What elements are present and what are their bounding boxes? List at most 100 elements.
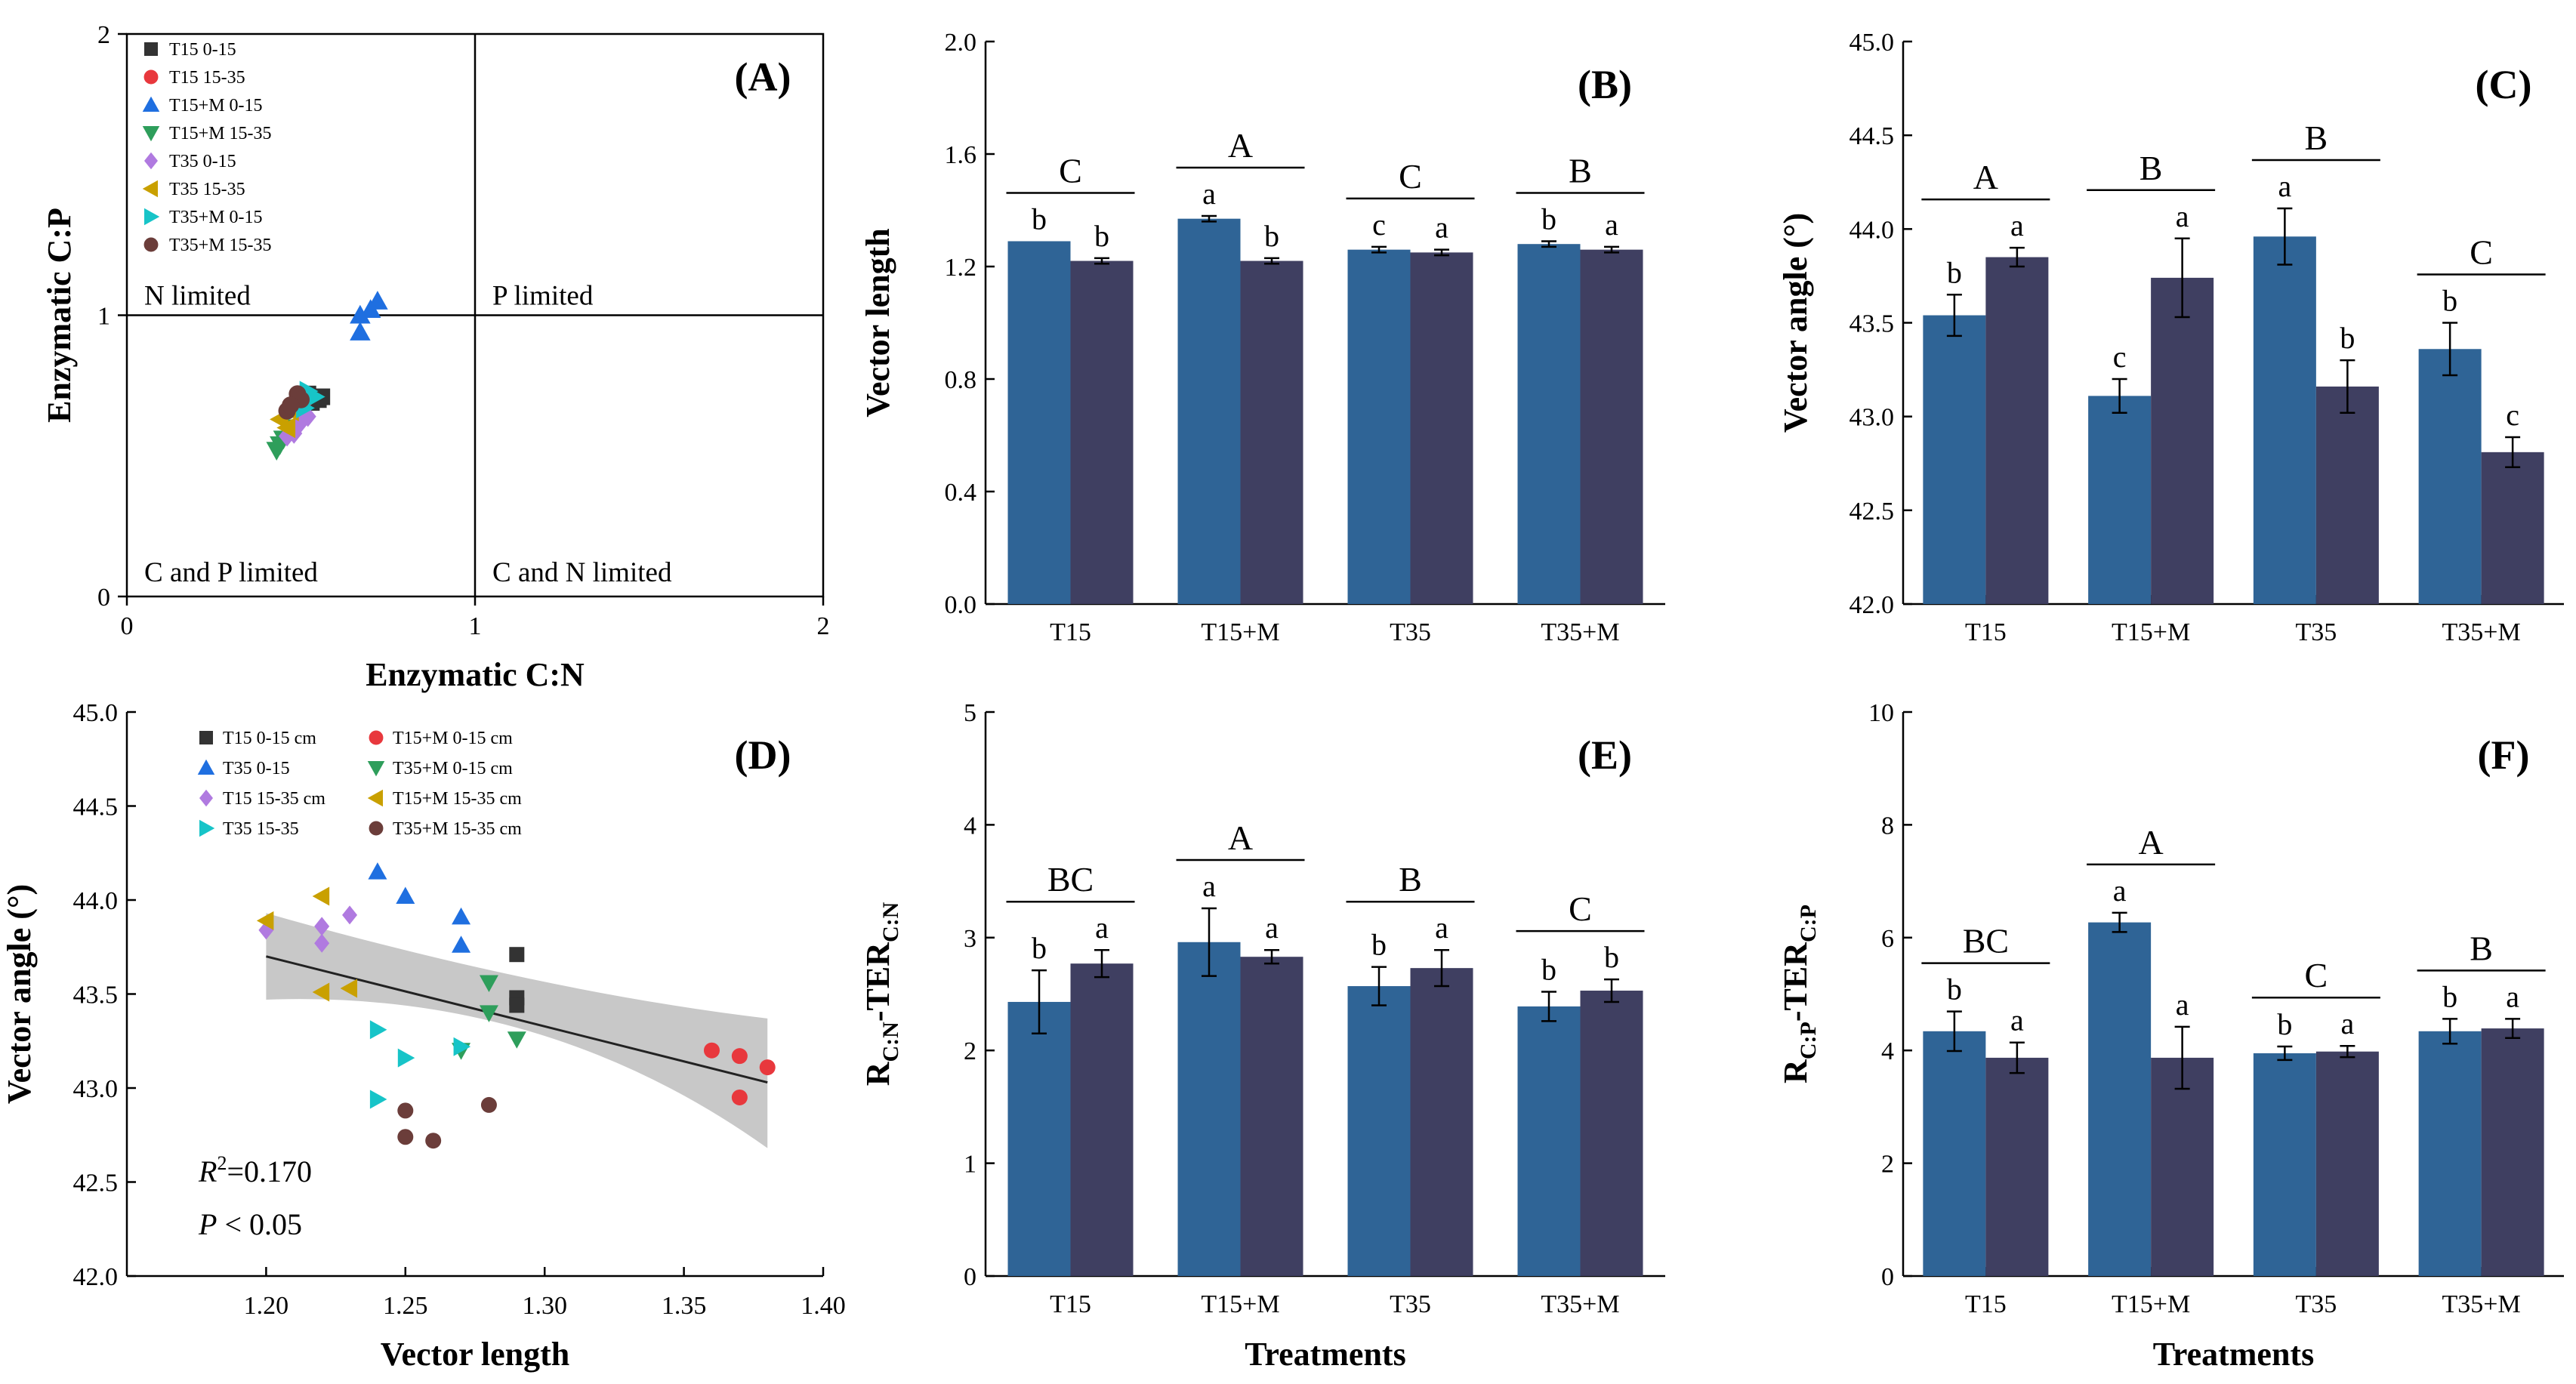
legend-marker <box>199 789 213 807</box>
significance-letter: a <box>2010 1003 2024 1037</box>
group-letter: B <box>1399 860 1422 899</box>
significance-letter: b <box>1032 202 1047 236</box>
region-label-p-limited: P limited <box>492 281 594 312</box>
data-point <box>350 322 371 341</box>
bar-15-35 <box>1070 260 1134 604</box>
y-tick-label: 43.5 <box>73 982 119 1009</box>
bar-0-15 <box>2253 1053 2316 1276</box>
panel-label: (F) <box>2478 732 2530 778</box>
p-value: < 0.05 <box>217 1207 302 1241</box>
data-point <box>452 907 471 925</box>
data-point <box>479 975 498 993</box>
y-axis-title: Vector angle (°) <box>1777 213 1814 433</box>
legend-marker <box>369 821 384 836</box>
legend-label: T35+M 0-15 <box>169 208 263 227</box>
group-letter: A <box>1228 818 1253 857</box>
bar-15-35 <box>2151 277 2214 604</box>
bar-15-35 <box>1985 1057 2049 1276</box>
significance-letter: b <box>1541 953 1556 987</box>
region-label-n-limited: N limited <box>144 281 251 312</box>
group-letter: C <box>2305 956 2328 994</box>
group-letter: C <box>1399 157 1422 196</box>
x-tick-label: T35 <box>1390 618 1431 646</box>
significance-letter: b <box>2277 1007 2292 1041</box>
legend-marker <box>367 761 385 777</box>
group-letter: A <box>2139 823 2164 862</box>
bar-0-15 <box>2253 236 2316 604</box>
y-tick-label: 1.2 <box>945 254 977 282</box>
bar-0-15 <box>1177 942 1241 1276</box>
bar-0-15 <box>1517 1006 1581 1276</box>
data-point <box>314 933 330 953</box>
x-tick-label: T15 <box>1965 618 2007 646</box>
group-letter: BC <box>1047 860 1094 899</box>
bar-0-15 <box>1517 244 1581 604</box>
data-point <box>453 1037 471 1056</box>
legend-marker <box>144 208 160 226</box>
y-tick-label: 6 <box>1881 925 1894 953</box>
bar-15-35 <box>1580 991 1643 1276</box>
panel-d: 1.20 1.25 1.30 1.35 1.40 42.0 42.5 43.0 43.5 44.0… <box>1 699 846 1373</box>
y-tick-label: 4 <box>1881 1037 1894 1065</box>
significance-letter: a <box>2010 208 2024 242</box>
data-point <box>759 1059 776 1076</box>
y-tick-label: 45.0 <box>73 699 119 727</box>
panel-label: (C) <box>2476 62 2532 107</box>
data-point <box>314 917 330 936</box>
legend-marker <box>369 730 384 745</box>
significance-letter: a <box>1605 208 1618 242</box>
group-letter: B <box>2139 149 2163 187</box>
data-point <box>340 979 358 998</box>
x-axis-title: Treatments <box>1245 1336 1405 1373</box>
y-tick-label: 0.8 <box>945 366 977 394</box>
y-axis-title: RC:N-TERC:N <box>859 902 903 1086</box>
legend-label: T15 15-35 <box>169 68 245 88</box>
data-point <box>312 886 330 906</box>
legend-label: T15 0-15 <box>169 40 236 60</box>
group-letter: BC <box>1963 922 2009 960</box>
x-tick-label: 0 <box>121 612 134 640</box>
data-point <box>731 1048 748 1065</box>
bar-0-15 <box>2088 922 2152 1276</box>
significance-letter: a <box>2340 1006 2354 1040</box>
data-point <box>367 291 388 310</box>
bar-15-35 <box>1240 260 1303 604</box>
x-tick-label: T35 <box>1390 1290 1431 1318</box>
x-tick-label: 1 <box>469 612 482 640</box>
x-tick-label: T15+M <box>2112 618 2190 646</box>
legend-label: T15+M 0-15 <box>169 96 263 116</box>
y-tick-label: 1 <box>964 1151 976 1179</box>
y-tick-label: 2 <box>964 1037 976 1065</box>
y-tick-label: 0 <box>1881 1263 1894 1291</box>
legend-marker <box>142 180 158 198</box>
legend-label: T35 0-15 <box>169 152 236 171</box>
y-axis-title: Enzymatic C:P <box>41 208 78 423</box>
legend-marker <box>142 126 160 142</box>
data-point <box>509 997 525 1013</box>
significance-letter: a <box>2176 199 2189 233</box>
significance-letter: b <box>1094 219 1109 253</box>
region-label-c-and-n-limited: C and N limited <box>492 557 672 588</box>
y-axis-title: Vector angle (°) <box>1 884 38 1104</box>
r2-value: =0.170 <box>227 1154 312 1188</box>
data-point <box>509 947 525 963</box>
y-tick-label: 42.5 <box>73 1170 119 1198</box>
y-tick-label: 44.0 <box>1849 216 1895 244</box>
bar-0-15 <box>2088 396 2152 604</box>
group-letter: B <box>2305 119 2328 157</box>
significance-letter: b <box>1947 255 1962 289</box>
x-axis-title: Vector length <box>381 1336 570 1373</box>
data-point <box>479 1005 498 1022</box>
group-letter: B <box>2470 929 2493 967</box>
x-tick-label: 1.20 <box>244 1292 289 1320</box>
y-tick-label: 1 <box>97 303 110 331</box>
bar-15-35 <box>2315 1051 2379 1276</box>
legend-marker <box>143 69 159 85</box>
x-tick-label: T35+M <box>2442 1290 2521 1318</box>
y-title-main: R <box>859 1061 896 1086</box>
data-point <box>256 911 274 930</box>
bar-15-35 <box>1240 957 1303 1276</box>
region-label-c-and-p-limited: C and P limited <box>144 557 318 588</box>
data-point <box>703 1042 720 1059</box>
group-letter: A <box>1228 126 1253 165</box>
